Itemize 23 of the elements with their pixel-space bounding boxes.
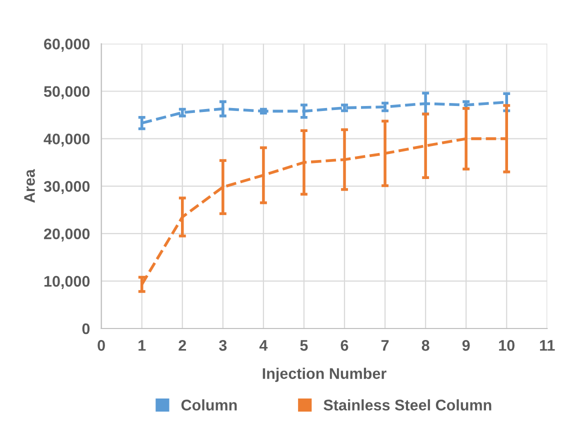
x-tick-label: 3 <box>219 340 227 351</box>
x-tick-label: 7 <box>381 340 389 351</box>
y-tick-label: 60,000 <box>44 38 90 52</box>
x-tick-label: 6 <box>340 340 348 351</box>
x-tick-label: 9 <box>462 340 470 351</box>
x-axis-title: Injection Number <box>262 368 386 382</box>
y-tick-label: 0 <box>82 323 90 334</box>
y-tick-label: 20,000 <box>44 228 90 242</box>
x-tick-label: 4 <box>259 340 268 351</box>
x-tick-label: 8 <box>422 340 430 351</box>
x-tick-label: 5 <box>300 340 308 351</box>
legend-label: Stainless Steel Column <box>324 399 492 410</box>
x-tick-label: 10 <box>499 340 514 351</box>
y-tick-label: 10,000 <box>44 276 90 289</box>
y-axis-title: Area <box>24 169 35 203</box>
y-tick-label: 40,000 <box>44 134 90 147</box>
y-tick-label: 30,000 <box>44 181 90 194</box>
x-tick-label: 0 <box>98 340 105 351</box>
legend-label: Column <box>181 399 237 410</box>
x-tick-label: 2 <box>178 340 186 351</box>
x-tick-label: 11 <box>540 340 555 351</box>
x-tick-label: 1 <box>138 340 146 351</box>
y-tick-label: 50,000 <box>44 86 90 100</box>
